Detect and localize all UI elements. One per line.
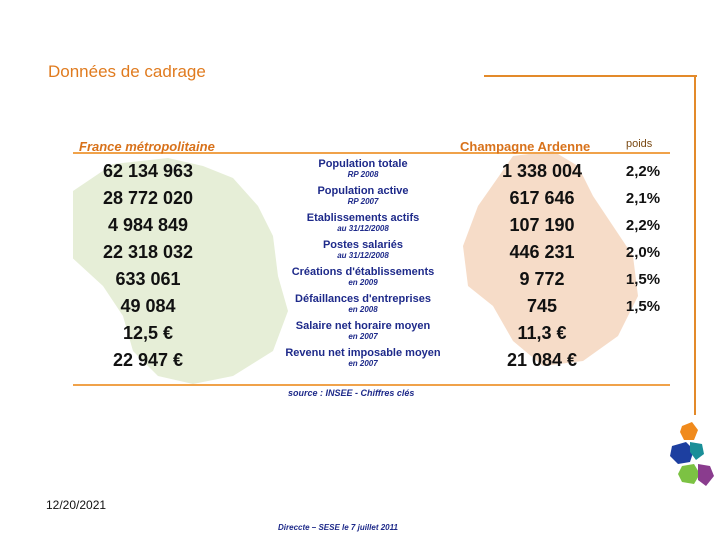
indicator-label: Etablissements actifs [306,212,420,224]
background-maps [73,151,638,384]
indicator-label: Population totale [318,158,408,170]
indicator-date: en 2008 [348,305,378,314]
header-france: France métropolitaine [79,139,215,154]
indicator: Population active RP 2007 [268,185,458,207]
table-row: 22 947 € Revenu net imposable moyen en 2… [73,347,670,374]
champagne-value: 745 [526,296,558,316]
france-value: 22 318 032 [102,242,194,262]
decorative-right-rule [694,75,696,415]
indicator: Population totale RP 2008 [268,158,458,180]
indicator-date: au 31/12/2008 [337,251,389,260]
france-value: 633 061 [115,269,181,289]
indicator-label: Postes salariés [322,239,404,251]
indicator-label: Salaire net horaire moyen [295,320,431,332]
slide-title: Données de cadrage [48,62,206,81]
source-note: source : INSEE - Chiffres clés [288,388,415,398]
indicator: Revenu net imposable moyen en 2007 [268,347,458,369]
indicator-date: en 2007 [348,359,378,368]
champagne-value: 107 190 [509,215,575,235]
indicator-date: en 2009 [348,278,378,287]
weight-value: 1,5% [625,271,661,288]
table-row: 22 318 032 Postes salariés au 31/12/2008… [73,239,670,266]
logo-piece-orange [680,422,698,440]
table-row: 49 084 Défaillances d'entreprises en 200… [73,293,670,320]
slide-date: 12/20/2021 [46,498,107,512]
france-map-shape [73,158,288,384]
champagne-value: 446 231 [509,242,575,262]
indicator: Salaire net horaire moyen en 2007 [268,320,458,342]
logo-piece-teal [690,442,704,460]
indicator-date: au 31/12/2008 [337,224,389,233]
table-row: 633 061 Créations d'établissements en 20… [73,266,670,293]
bottom-rule [73,384,670,386]
champagne-value: 9 772 [519,269,565,289]
weight-value: 1,5% [625,298,661,315]
logo-piece-green [678,464,700,484]
france-value: 4 984 849 [107,215,189,235]
logo-piece-blue [670,442,694,464]
indicator-label: Population active [317,185,409,197]
france-value: 62 134 963 [102,161,194,181]
france-value: 49 084 [120,296,176,316]
france-value: 12,5 € [122,323,174,343]
header-champagne-ardenne: Champagne Ardenne [460,139,591,154]
indicator-label: Créations d'établissements [291,266,435,278]
region-puzzle-logo [670,422,714,486]
decorative-top-rule [484,75,697,77]
indicator-date: en 2007 [348,332,378,341]
slide-footer: Direccte – SESE le 7 juillet 2011 [278,523,398,532]
france-value: 22 947 € [112,350,184,370]
table-row: 12,5 € Salaire net horaire moyen en 2007… [73,320,670,347]
champagne-value: 11,3 € [517,323,567,343]
champagne-value: 21 084 € [506,350,578,370]
header-rule [73,152,670,154]
indicator-label: Défaillances d'entreprises [295,293,431,305]
champagne-ardenne-map-shape [463,151,638,366]
indicator: Défaillances d'entreprises en 2008 [268,293,458,315]
weight-value: 2,0% [625,244,661,261]
indicator: Créations d'établissements en 2009 [268,266,458,288]
header-weight: poids [626,138,653,150]
weight-value: 2,1% [625,190,661,207]
indicator: Etablissements actifs au 31/12/2008 [268,212,458,234]
indicator: Postes salariés au 31/12/2008 [268,239,458,261]
champagne-value: 617 646 [509,188,575,208]
champagne-value: 1 338 004 [501,161,583,181]
indicator-date: RP 2007 [347,197,379,206]
indicator-label: Revenu net imposable moyen [285,347,441,359]
table-row: 62 134 963 Population totale RP 2008 1 3… [73,158,670,185]
weight-value: 2,2% [625,217,661,234]
france-value: 28 772 020 [102,188,194,208]
logo-piece-purple [698,464,714,486]
table-row: 28 772 020 Population active RP 2007 617… [73,185,670,212]
indicator-date: RP 2008 [347,170,379,179]
weight-value: 2,2% [625,163,661,180]
key-figures-table: France métropolitaine Champagne Ardenne … [73,136,670,398]
table-row: 4 984 849 Etablissements actifs au 31/12… [73,212,670,239]
